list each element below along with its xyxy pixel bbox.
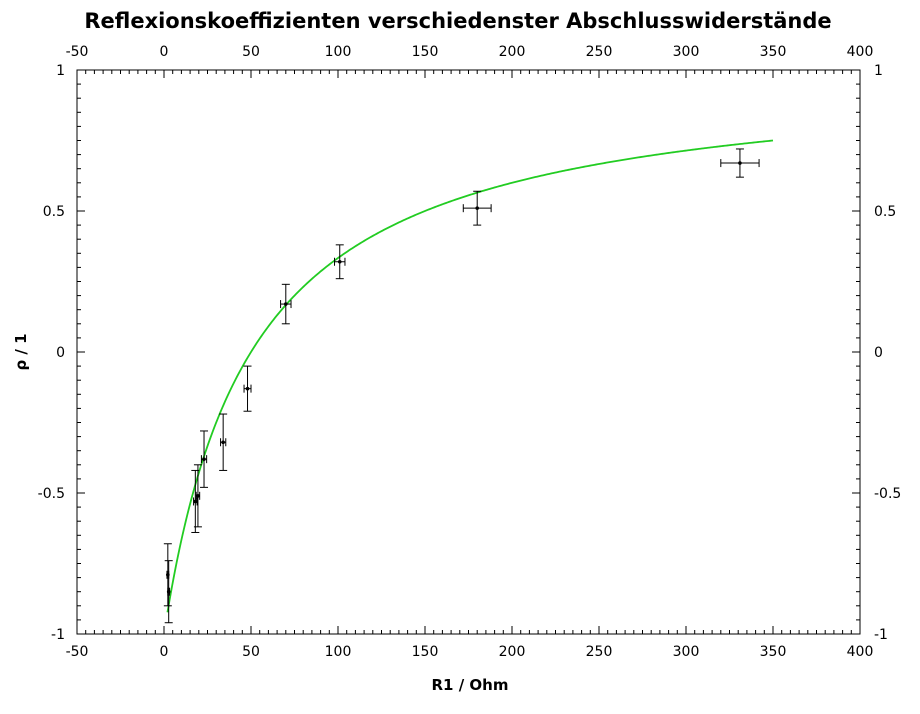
data-point-group: [193, 464, 202, 528]
x-tick-label-bottom: 100: [325, 644, 352, 660]
y-axis-label: ρ / 1: [12, 333, 30, 370]
x-tick-label-top: -50: [66, 44, 89, 60]
fit-layer: [166, 139, 774, 613]
data-point-group: [462, 190, 492, 226]
x-tick-label-bottom: 350: [760, 644, 787, 660]
x-tick-label-bottom: -50: [66, 644, 89, 660]
y-tick-label-left: 0: [56, 345, 65, 361]
data-point: [738, 161, 742, 165]
data-point: [193, 499, 198, 504]
y-tick-label-left: 0.5: [43, 204, 65, 220]
x-tick-label-bottom: 50: [242, 644, 260, 660]
y-tick-label-right: -1: [874, 627, 888, 643]
data-point: [221, 440, 225, 445]
data-point-group: [334, 244, 346, 280]
x-tick-label-bottom: 400: [847, 644, 874, 660]
data-point-group: [280, 283, 292, 325]
data-point: [196, 494, 200, 498]
x-tick-label-top: 300: [673, 44, 700, 60]
y-tick-label-right: 0: [874, 345, 883, 361]
x-tick-label-top: 150: [412, 44, 439, 60]
data-point-group: [191, 469, 200, 533]
x-tick-label-top: 0: [160, 44, 169, 60]
x-tick-label-top: 400: [847, 44, 874, 60]
x-tick-label-top: 200: [499, 44, 526, 60]
x-tick-label-top: 50: [242, 44, 260, 60]
y-tick-label-left: -0.5: [38, 486, 65, 502]
data-point-group: [200, 430, 209, 488]
points-layer: [163, 148, 760, 624]
x-tick-label-bottom: 0: [160, 644, 169, 660]
y-tick-label-right: 0.5: [874, 204, 896, 220]
x-tick-label-top: 350: [760, 44, 787, 60]
plot-frame: [76, 69, 861, 635]
data-point-group: [219, 413, 228, 471]
data-point: [337, 259, 342, 264]
y-tick-label-left: -1: [51, 627, 65, 643]
y-tick-label-right: 1: [874, 63, 883, 79]
x-tick-label-top: 100: [325, 44, 352, 60]
data-point: [166, 589, 171, 594]
chart-title: Reflexionskoeffizienten verschiedenster …: [84, 9, 831, 33]
data-point: [202, 457, 206, 461]
x-tick-label-bottom: 300: [673, 644, 700, 660]
x-axis-label: R1 / Ohm: [432, 676, 509, 694]
data-point: [245, 386, 250, 391]
data-point-group: [164, 560, 173, 624]
fit-curve: [166, 139, 774, 613]
y-tick-label-left: 1: [56, 63, 65, 79]
ticks-layer: -50-500050501001001501502002002502503003…: [38, 44, 902, 660]
x-tick-label-top: 250: [586, 44, 613, 60]
y-tick-label-right: -0.5: [874, 486, 901, 502]
x-tick-label-bottom: 250: [586, 644, 613, 660]
data-point-group: [720, 148, 760, 178]
data-point: [475, 206, 480, 210]
x-tick-label-bottom: 200: [499, 644, 526, 660]
data-point: [284, 302, 288, 306]
x-tick-label-bottom: 150: [412, 644, 439, 660]
data-point-group: [243, 365, 252, 412]
